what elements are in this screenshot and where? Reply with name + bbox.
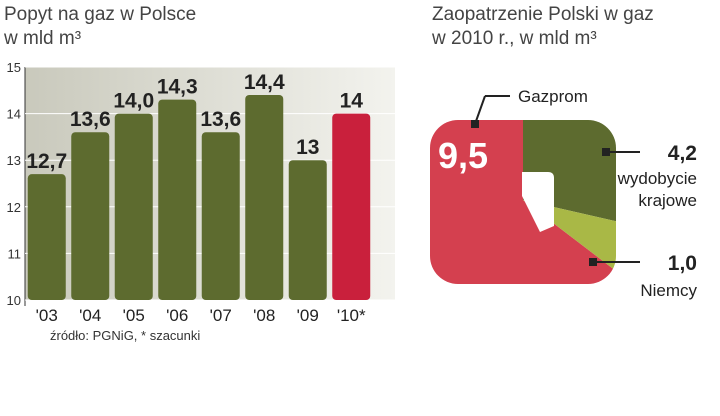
y-tick-label: 12 [7, 200, 21, 215]
bar [201, 132, 240, 300]
value-label: 13,6 [200, 108, 241, 131]
callout-dot [589, 258, 597, 266]
bar [288, 160, 327, 300]
slice-label: wydobycie krajowe [617, 169, 697, 210]
y-tick-label: 13 [7, 153, 21, 168]
y-tick-label: 14 [7, 107, 21, 122]
callout-dot [602, 148, 610, 156]
y-tick-label: 15 [7, 60, 21, 75]
chart-title: Popyt na gaz w Polsce [4, 4, 196, 25]
value-label: 13,6 [70, 108, 111, 131]
pie-slice [523, 200, 616, 284]
source: źródło: PGNiG, * szacunki [50, 328, 200, 343]
x-tick-label: '05 [123, 306, 145, 325]
y-tick-label: 10 [7, 293, 21, 308]
value-label: 1,0 [668, 252, 697, 275]
bar [71, 132, 110, 300]
value-label: 14,0 [113, 90, 154, 113]
value-label: 12,7 [26, 150, 67, 173]
callout-dot [471, 120, 479, 128]
callout [474, 95, 486, 125]
value-label: 13 [296, 136, 319, 159]
value-label: 14 [340, 90, 364, 113]
value-label: 4,2 [668, 142, 697, 165]
value-label: 14,3 [157, 76, 198, 99]
x-tick-label: '04 [79, 306, 101, 325]
x-tick-label: '07 [210, 306, 232, 325]
value-label: 9,5 [438, 135, 488, 176]
x-tick-label: '10* [337, 306, 366, 325]
bar [245, 94, 284, 301]
y-tick-label: 11 [8, 246, 22, 261]
x-tick-label: '09 [297, 306, 319, 325]
bar [332, 113, 371, 300]
slice-label: Gazprom [518, 87, 588, 106]
chart-subtitle: w 2010 r., w mld m³ [431, 28, 597, 49]
chart-title: Zaopatrzenie Polski w gaz [432, 4, 654, 25]
x-tick-label: '08 [253, 306, 275, 325]
pie [430, 120, 616, 284]
value-label: 14,4 [244, 71, 285, 94]
slice-label: Niemcy [640, 281, 697, 300]
bar [114, 113, 153, 300]
bar [158, 99, 197, 301]
pie-slice [430, 120, 616, 284]
x-tick-label: '06 [166, 306, 188, 325]
chart-subtitle: w mld m³ [3, 28, 81, 49]
bar [27, 174, 66, 300]
pie-slice [523, 120, 616, 245]
pie-hole [522, 172, 554, 232]
x-tick-label: '03 [36, 306, 58, 325]
